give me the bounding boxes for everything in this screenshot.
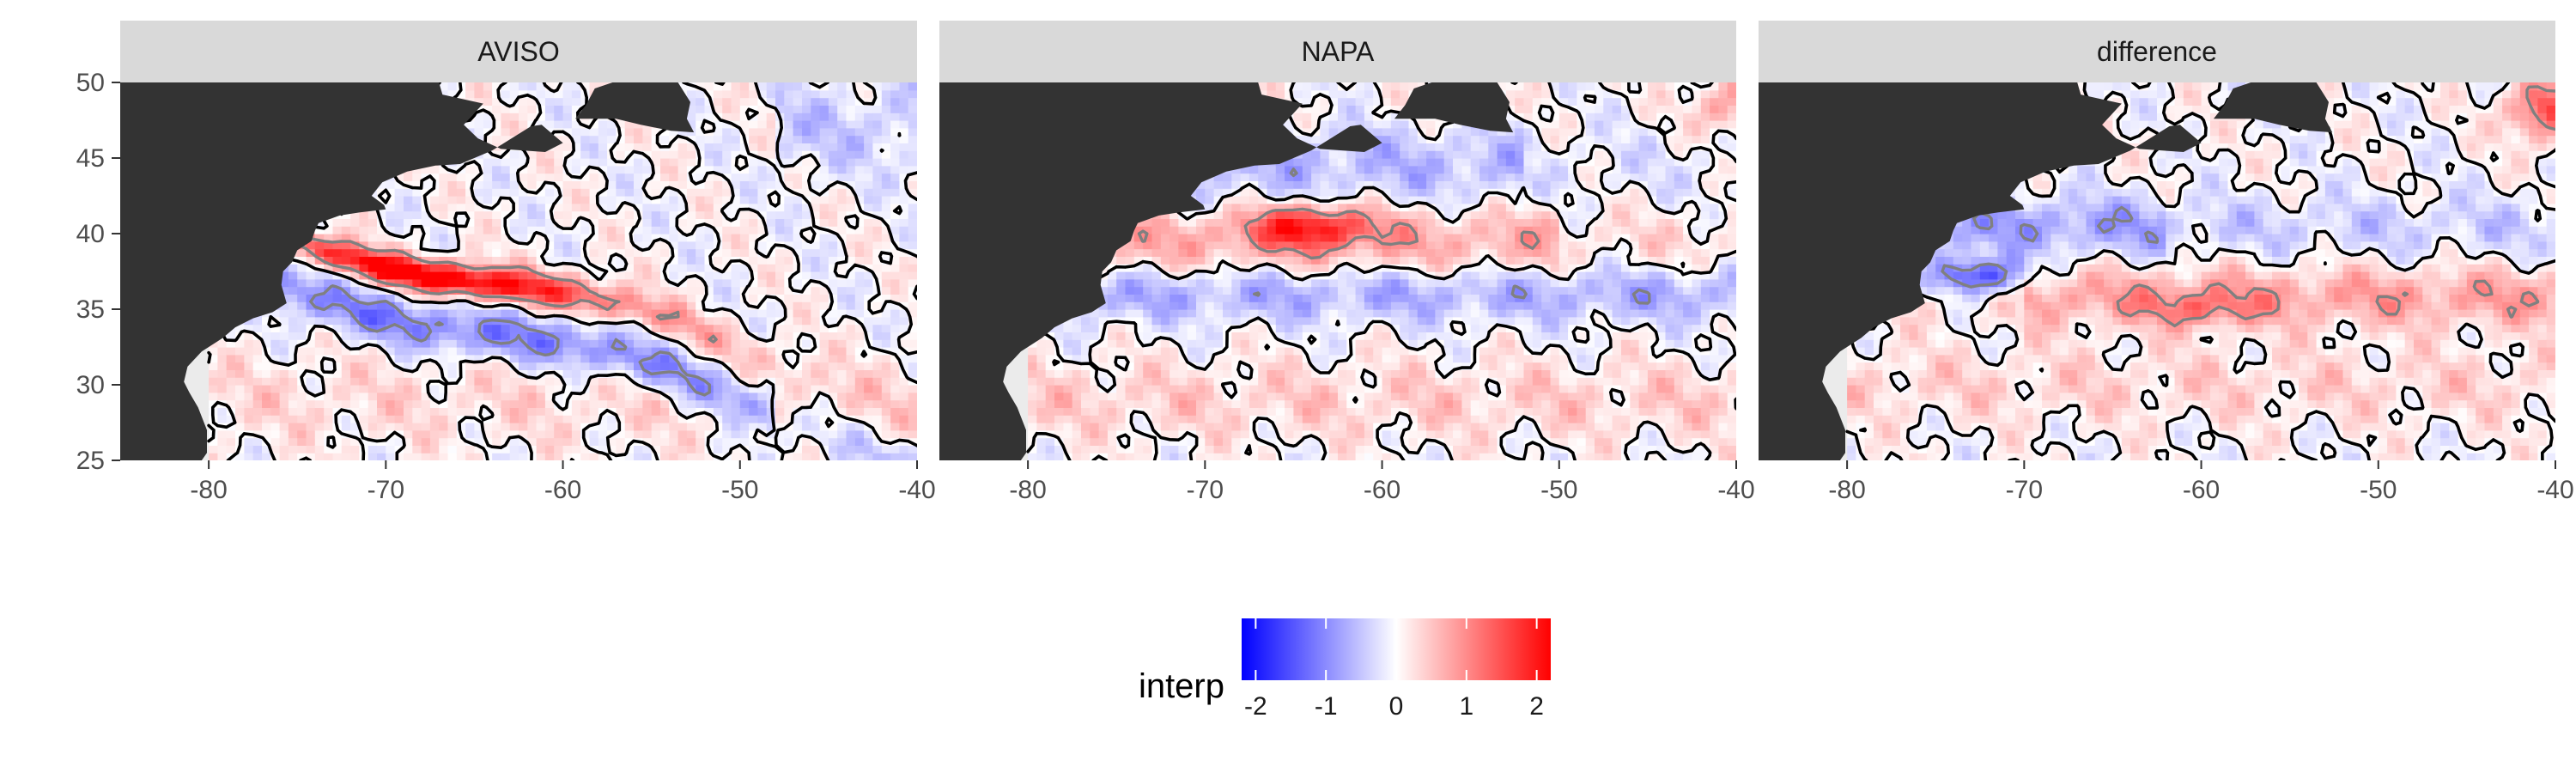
x-tick-label: -80 [1828,476,1865,504]
x-tick-label: -50 [1540,476,1577,504]
facet-panel-1: AVISO -80 -70 -60 -50 -40 25 30 35 40 45 50 [76,21,936,504]
x-tick-label: -60 [2183,476,2220,504]
legend-title: interp [1139,667,1224,705]
colorbar-tick-label: 1 [1459,692,1473,721]
newfoundland-land [1394,82,1514,133]
facet-title: AVISO [477,36,559,67]
facet-title: NAPA [1302,36,1375,67]
x-tick-label: -50 [721,476,758,504]
facet-panel-3: difference -80 -70 -60 -50 -40 [1759,21,2574,504]
contour-minor-positive [1137,207,1540,260]
facet-strip [939,21,1736,82]
y-tick-label: 50 [76,69,105,97]
x-tick-label: -70 [368,476,404,504]
y-tick-label: 30 [76,371,105,399]
x-tick-label: -50 [2360,476,2397,504]
colorbar-legend: interp -2 -1 0 1 2 [1139,618,1551,721]
x-tick-label: -70 [1187,476,1224,504]
colorbar-tick-label: 0 [1389,692,1404,721]
newfoundland-land [2214,82,2333,133]
x-tick-label: -60 [1364,476,1400,504]
x-tick-label: -80 [190,476,227,504]
x-tick-label: -80 [1009,476,1046,504]
colorbar-tick-label: -2 [1244,692,1267,721]
colorbar-tick-label: 2 [1529,692,1544,721]
land-mass [1759,82,2202,460]
y-tick-label: 25 [76,447,105,475]
facet-panel-2: NAPA -80 -70 -60 -50 -40 [939,21,1755,504]
y-tick-label: 35 [76,295,105,324]
x-tick-label: -70 [2006,476,2043,504]
y-tick-label: 40 [76,220,105,248]
x-tick-label: -60 [544,476,581,504]
contour-minor-positive [2116,85,2555,328]
newfoundland-land [575,82,695,133]
land-mass [939,82,1382,460]
x-tick-label: -40 [1717,476,1754,504]
panels-layer: AVISO -80 -70 -60 -50 -40 25 30 35 40 45 50 NAPA -80 -… [76,21,2574,504]
land-mass [120,82,563,460]
y-tick-label: 45 [76,144,105,173]
facet-strip [120,21,917,82]
facet-strip [1759,21,2555,82]
x-tick-label: -40 [898,476,935,504]
x-tick-label: -40 [2537,476,2573,504]
colorbar-tick-label: -1 [1315,692,1338,721]
facet-title: difference [2097,36,2217,67]
